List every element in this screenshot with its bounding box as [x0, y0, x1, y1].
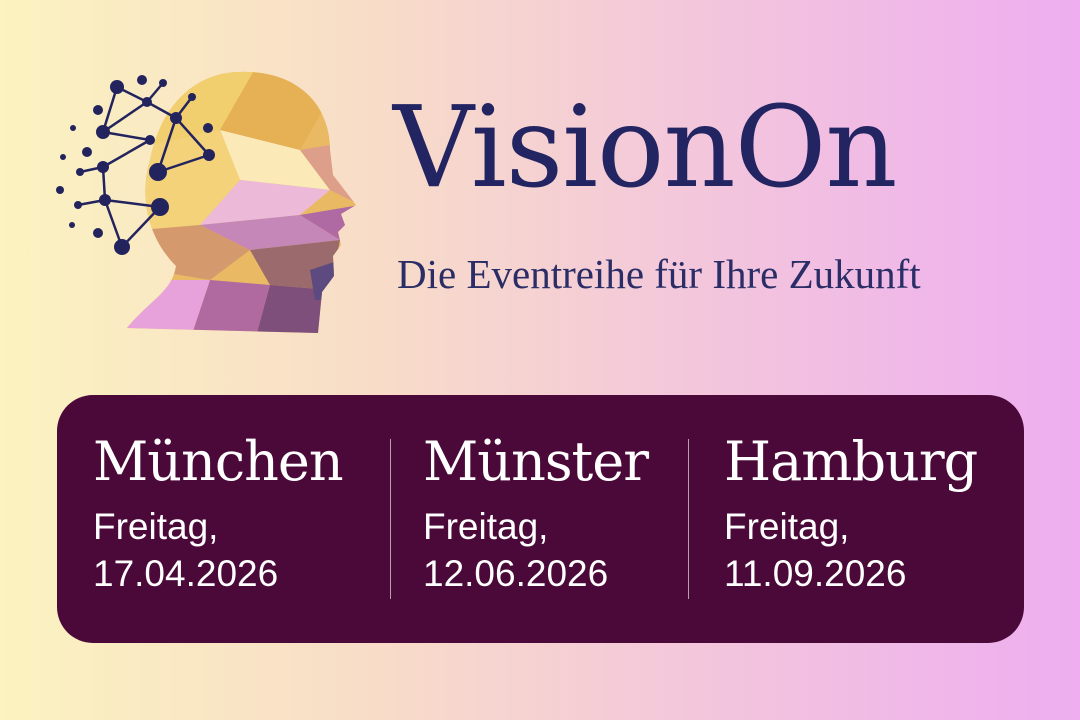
polygon-head-network-icon [56, 71, 356, 333]
event-day: Freitag, [724, 506, 850, 547]
event-munich: München Freitag, 17.04.2026 [93, 430, 344, 597]
event-city: München [93, 430, 344, 493]
event-date: 17.04.2026 [93, 553, 279, 594]
event-date: 12.06.2026 [423, 553, 609, 594]
brand-title: VisionOn [393, 83, 898, 213]
divider [390, 439, 391, 599]
event-day: Freitag, [423, 506, 549, 547]
event-city: Hamburg [724, 430, 978, 493]
brand-subtitle: Die Eventreihe für Ihre Zukunft [397, 251, 921, 297]
event-muenster: Münster Freitag, 12.06.2026 [423, 430, 649, 597]
event-city: Münster [423, 430, 649, 493]
event-day: Freitag, [93, 506, 219, 547]
event-dates-panel: München Freitag, 17.04.2026 Münster Frei… [57, 395, 1024, 643]
event-date: 11.09.2026 [724, 553, 907, 594]
event-hamburg: Hamburg Freitag, 11.09.2026 [724, 430, 978, 597]
divider [688, 439, 689, 599]
